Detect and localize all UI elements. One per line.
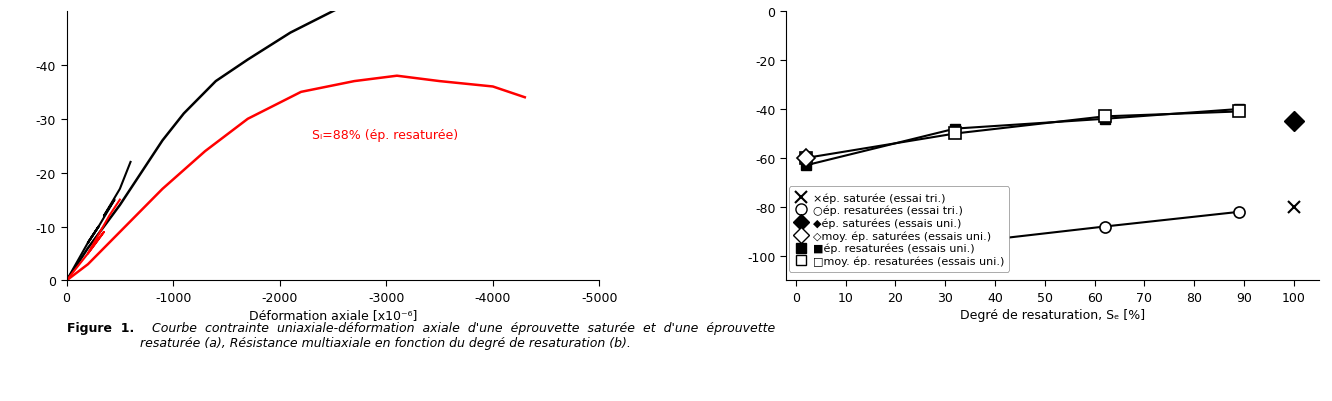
Legend: ×ép. saturée (essai tri.), ○ép. resaturées (essai tri.), ◆ép. saturées (essais u: ×ép. saturée (essai tri.), ○ép. resaturé…	[790, 187, 1010, 272]
X-axis label: Degré de resaturation, Sₑ [%]: Degré de resaturation, Sₑ [%]	[960, 308, 1144, 321]
Text: Courbe  contrainte  uniaxiale-déformation  axiale  d'une  éprouvette  saturée  e: Courbe contrainte uniaxiale-déformation …	[140, 321, 775, 349]
X-axis label: Déformation axiale [x10⁻⁶]: Déformation axiale [x10⁻⁶]	[249, 308, 417, 321]
Text: Résistance uniaxiale [MPa]: Résistance uniaxiale [MPa]	[815, 211, 984, 224]
Text: Figure  1.: Figure 1.	[67, 321, 133, 334]
Text: Sₗ=88% (ép. resaturée): Sₗ=88% (ép. resaturée)	[312, 129, 458, 142]
